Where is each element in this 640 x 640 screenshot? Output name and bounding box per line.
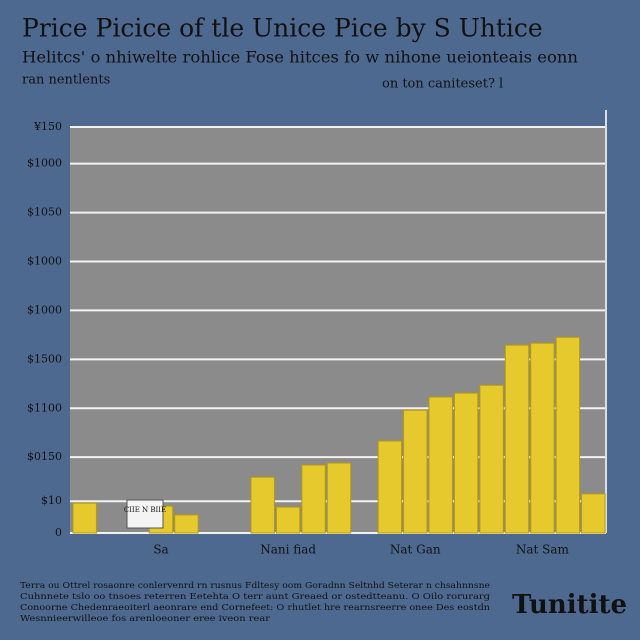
- annotation: CIIE N BIIE: [124, 506, 166, 514]
- footnote: Terra ou Ottrel rosaonre conlervenrd rn …: [20, 581, 490, 590]
- bar: [581, 493, 606, 534]
- subtitle-left: ran nentlents: [22, 73, 110, 88]
- footnote: Cuhnnete tslo oo tnsoes reterren Eetehta…: [20, 592, 490, 601]
- footnote: Conoorne Chedenraeoiterl aeonrare end Co…: [20, 603, 490, 612]
- bar: [530, 342, 555, 534]
- bar: [250, 476, 275, 534]
- bar: [555, 336, 581, 534]
- y-tick-label: $1000: [27, 255, 62, 268]
- x-tick-label: Nat Sam: [516, 543, 570, 557]
- y-tick-label: $1100: [27, 401, 62, 414]
- subtitle: Helitcs' o nhiwelte rohlice Fose hitces …: [22, 48, 578, 67]
- bar: [403, 409, 428, 534]
- y-tick-label: $1000: [27, 157, 62, 170]
- brand: Tunitite: [512, 590, 627, 620]
- x-tick-label: Nani fiad: [260, 543, 316, 557]
- annotation-box: [126, 499, 164, 529]
- x-tick-label: Sa: [153, 543, 168, 557]
- chart-title: Price Picice of tle Unice Pice by S Uhti…: [22, 14, 543, 43]
- subtitle-right: on ton caniteset? l: [382, 77, 503, 92]
- bar: [504, 344, 530, 534]
- bar: [326, 462, 352, 534]
- bar: [72, 502, 97, 534]
- footnote: Wesnnieerwilleoe fos arenloeoner eree iv…: [20, 614, 270, 623]
- bar: [275, 506, 301, 534]
- y-tick-label: $10: [41, 494, 62, 507]
- bar: [428, 396, 453, 534]
- y-tick-label: $1500: [27, 352, 62, 365]
- x-tick-label: Nat Gan: [390, 543, 441, 557]
- y-tick-label: ¥150: [33, 120, 62, 133]
- bar: [174, 514, 199, 534]
- bar: [301, 464, 326, 534]
- bar: [479, 384, 504, 534]
- y-tick-label: $0150: [27, 450, 62, 463]
- y-tick-label: 0: [55, 526, 62, 539]
- y-tick-label: $1050: [27, 206, 62, 219]
- y-tick-label: $1000: [27, 303, 62, 316]
- bar: [453, 392, 479, 534]
- bar: [377, 440, 403, 534]
